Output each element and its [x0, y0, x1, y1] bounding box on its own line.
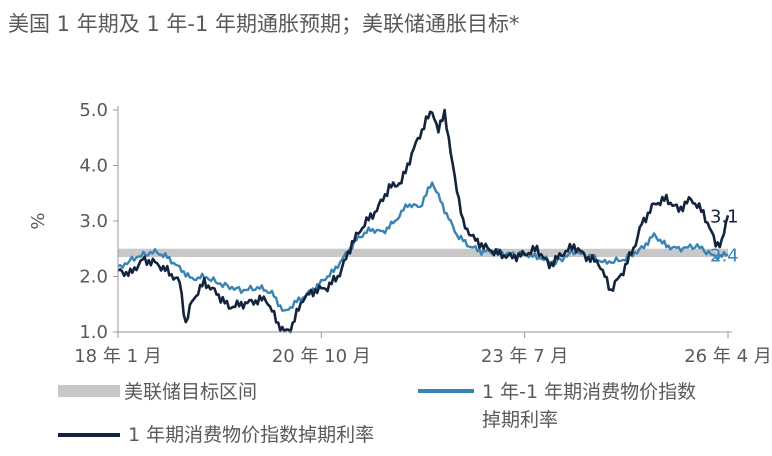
- series-line-1: [117, 181, 729, 312]
- legend-label-1y1y-line2: 掉期利率: [482, 409, 559, 431]
- x-tick-label: 18 年 1 月: [74, 346, 162, 367]
- x-tick-label: 23 年 7 月: [481, 346, 569, 367]
- target-band: [118, 248, 728, 258]
- target-band-layer: [118, 248, 728, 258]
- legend-swatch-1y-series: [58, 433, 120, 437]
- y-tick-label: 2.0: [79, 267, 108, 288]
- axes-layer: [113, 106, 732, 338]
- y-tick-label: 4.0: [79, 156, 108, 177]
- y-tick-label: 5.0: [79, 100, 108, 121]
- series-end-label-1: 2.4: [710, 245, 739, 266]
- legend-label-1y1y-series: 1 年-1 年期消费物价指数 掉期利率: [482, 380, 696, 432]
- labels-layer: 1.0 2.0 3.0 4.0 5.0% 18 年 1 月 20 年 10 月 23 年 7 …: [28, 100, 772, 367]
- series-line-0: [117, 108, 730, 334]
- chart-title: 美国 1 年期及 1 年-1 年期通胀预期；美联储通胀目标*: [8, 12, 520, 36]
- series-layer: [117, 108, 730, 334]
- y-tick-label: 1.0: [79, 322, 108, 343]
- legend-label-1y-series: 1 年期消费物价指数掉期利率: [128, 424, 375, 446]
- y-tick-label: 3.0: [79, 211, 108, 232]
- x-tick-label: 20 年 10 月: [272, 346, 371, 367]
- series-end-label-0: 3.1: [710, 206, 739, 227]
- legend-label-target-band: 美联储目标区间: [124, 381, 258, 403]
- legend-swatch-1y1y-series: [418, 389, 474, 393]
- legend-label-1y1y-line1: 1 年-1 年期消费物价指数: [482, 381, 697, 403]
- x-tick-label: 26 年 4 月: [684, 346, 772, 367]
- y-axis-label: %: [28, 212, 49, 229]
- legend-swatch-target-band: [58, 385, 120, 397]
